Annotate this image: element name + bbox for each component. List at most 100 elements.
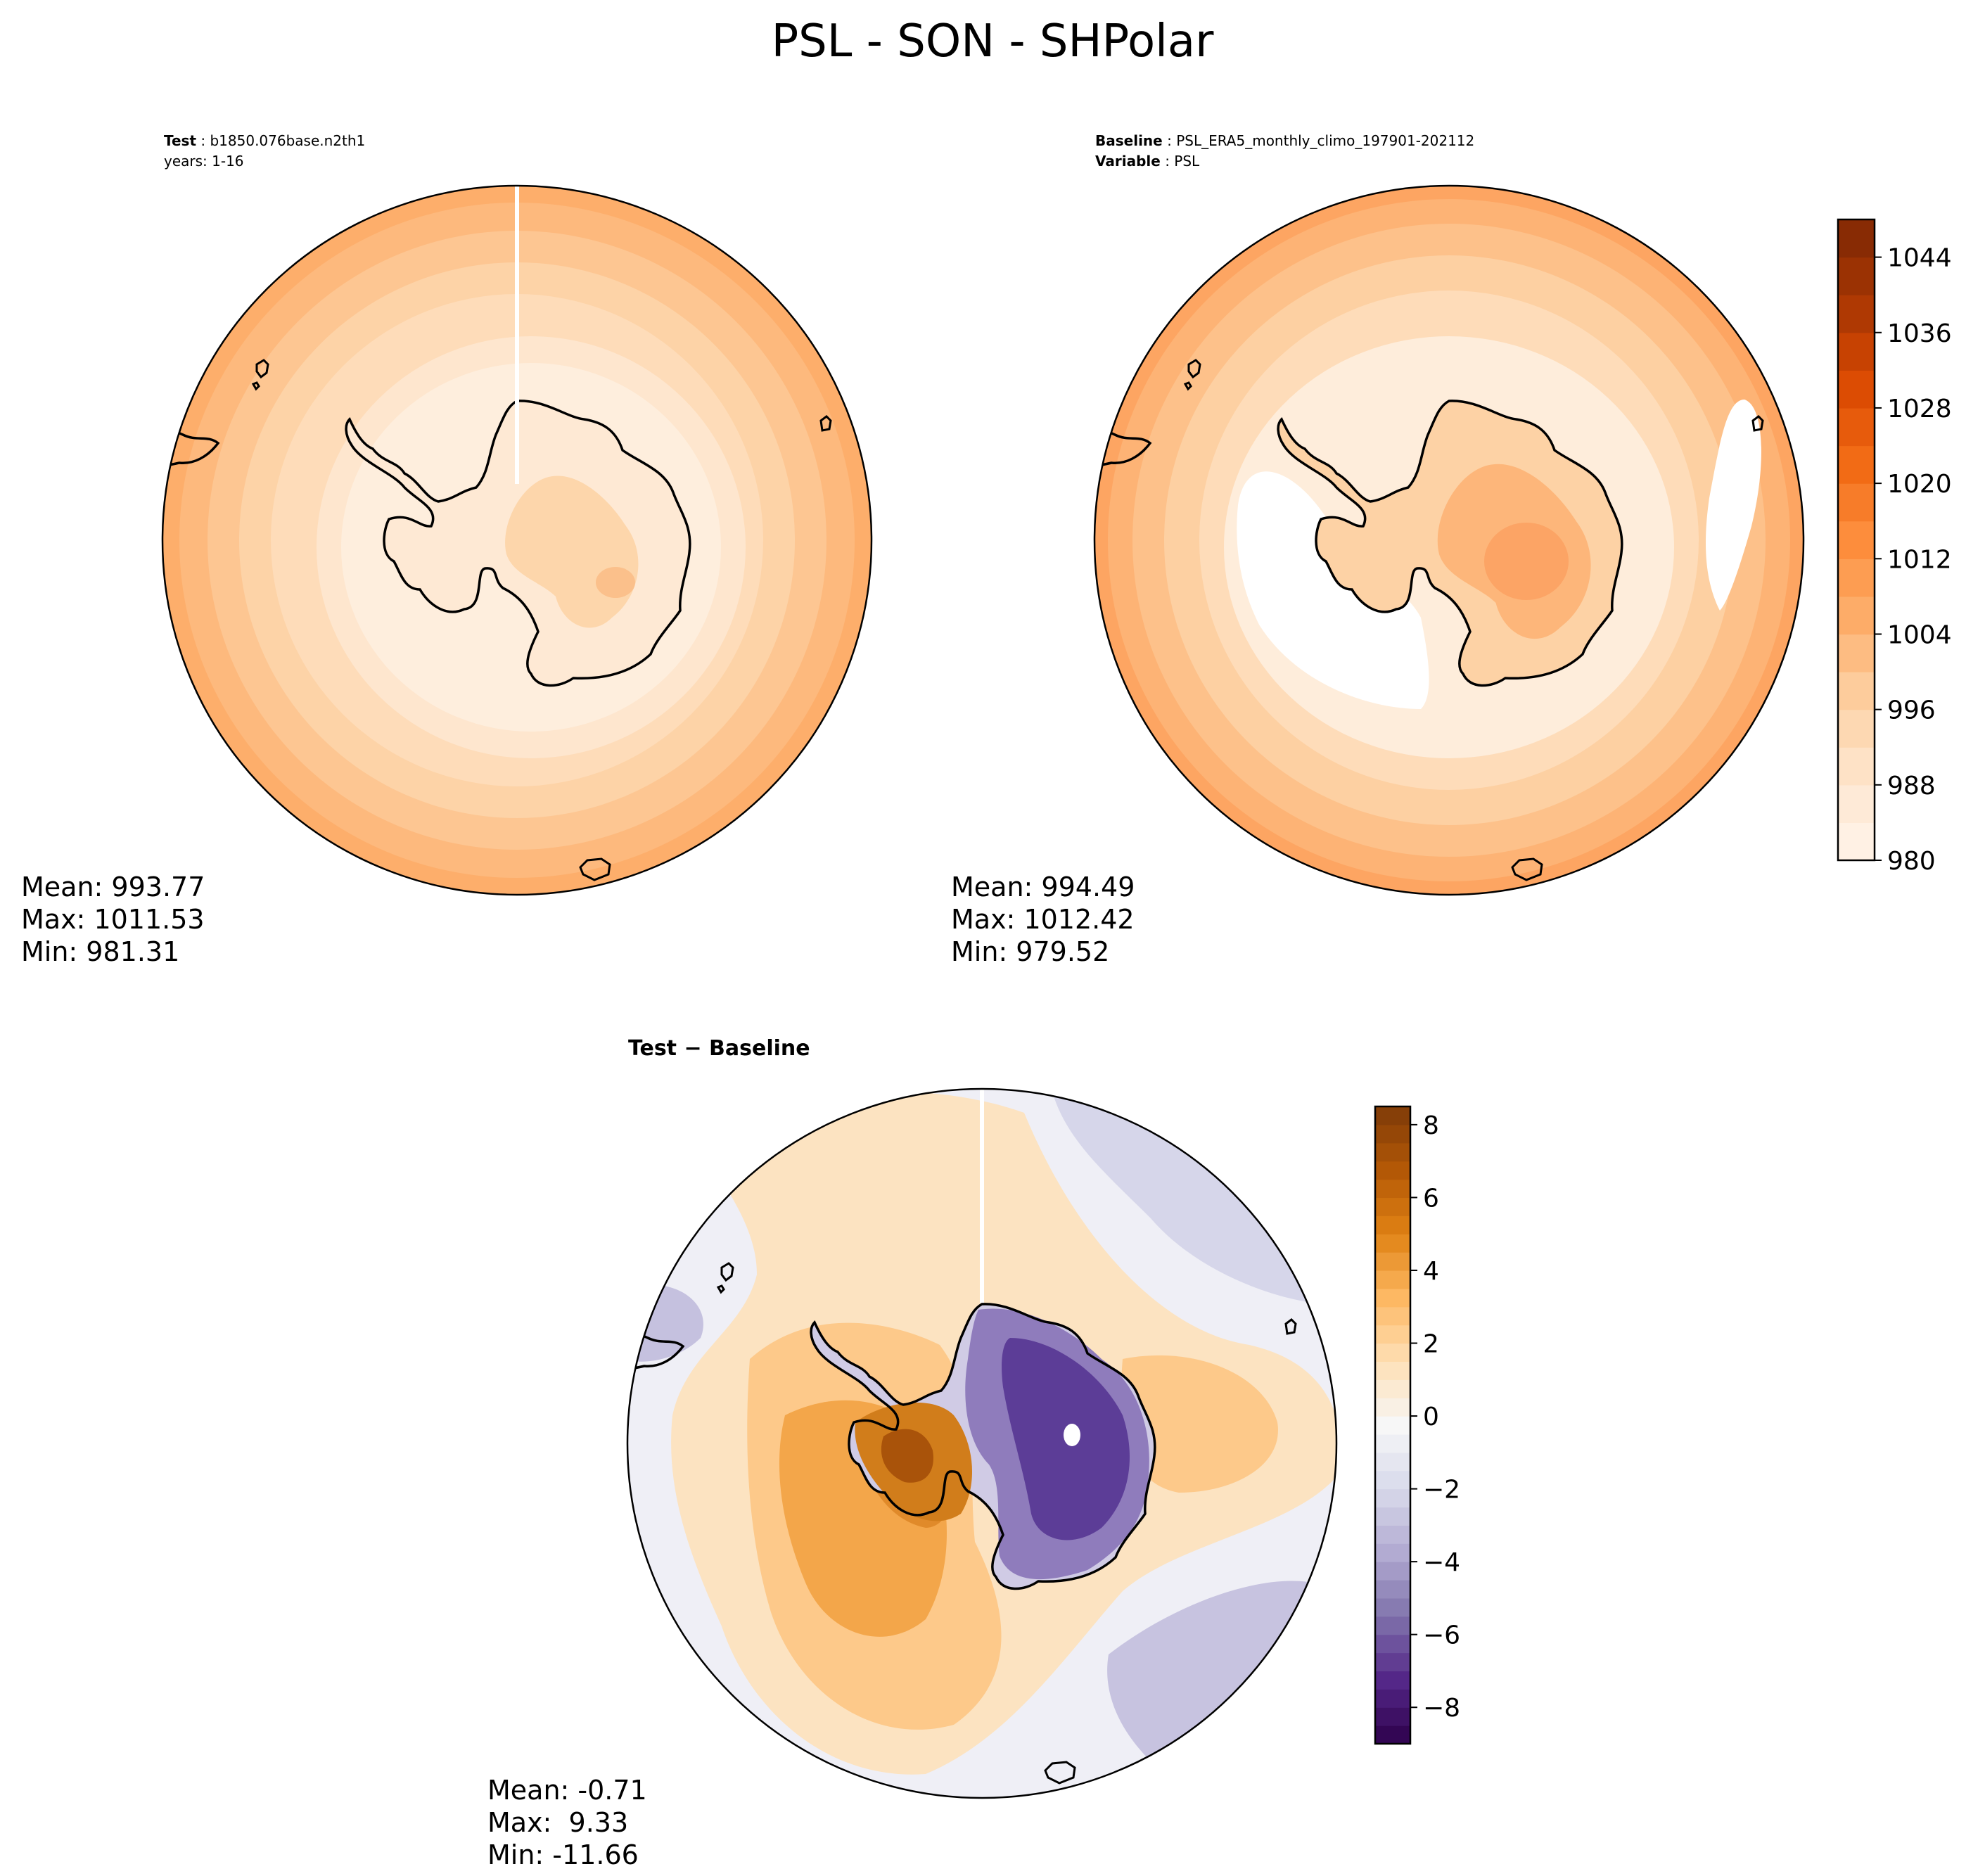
diff-colorbar-level-5 (1375, 1634, 1410, 1654)
diff-colorbar-level-10 (1375, 1543, 1410, 1562)
baseline-variable-value: PSL (1174, 153, 1200, 170)
diff-colorbar-level-28 (1375, 1215, 1410, 1234)
diff-colorbar-level-27 (1375, 1234, 1410, 1253)
diff-colorbar-tick-label: −8 (1423, 1694, 1460, 1723)
test-header-label: Test (164, 132, 196, 149)
baseline-variable-label: Variable (1095, 153, 1161, 170)
psl-colorbar-level-1 (1838, 784, 1875, 824)
psl-colorbar-frame (1837, 218, 1876, 862)
panel-baseline: Baseline : PSL_ERA5_monthly_climo_197901… (951, 132, 1805, 967)
psl-colorbar-level-6 (1838, 596, 1875, 635)
diff-colorbar-tick-label: 8 (1423, 1111, 1439, 1140)
diff-negative-northeast (1052, 1092, 1313, 1303)
diff-colorbar-level-11 (1375, 1525, 1410, 1544)
diff-colorbar-frame (1374, 1105, 1412, 1745)
test-header-years: years: 1-16 (164, 153, 244, 170)
test-header-case: b1850.076base.n2th1 (210, 132, 365, 149)
psl-colorbar-level-16 (1838, 219, 1875, 258)
psl-colorbar-tick-label: 1004 (1887, 620, 1952, 649)
diff-colorbar-level-16 (1375, 1434, 1410, 1453)
baseline-header-label: Baseline (1095, 132, 1163, 149)
diff-colorbar-level-18 (1375, 1398, 1410, 1417)
diff-colorbar: −8 −6 −4 −2 0 2 4 6 8 (1374, 1105, 1460, 1745)
test-antarctic-peak (596, 567, 635, 598)
psl-colorbar-tick-label: 1036 (1887, 319, 1952, 348)
baseline-variable-separator: : (1161, 153, 1174, 170)
diff-colorbar-level-19 (1375, 1379, 1410, 1398)
psl-colorbar-fill (1838, 219, 1875, 861)
diff-stat-mean: Mean: -0.71 (487, 1775, 647, 1806)
diff-colorbar-level-20 (1375, 1361, 1410, 1380)
baseline-header-separator: : (1163, 132, 1176, 149)
diff-colorbar-tick-label: −6 (1423, 1621, 1460, 1650)
psl-colorbar-tick-label: 988 (1887, 772, 1936, 800)
diff-colorbar-tick-label: −2 (1423, 1476, 1460, 1505)
diff-colorbar-level-34 (1375, 1106, 1410, 1125)
psl-colorbar-level-13 (1838, 332, 1875, 371)
psl-colorbar-level-8 (1838, 521, 1875, 559)
diff-positive-east (1121, 1355, 1278, 1493)
test-stat-mean: Mean: 993.77 (21, 872, 205, 902)
baseline-header-line-2: Variable : PSL (1095, 153, 1200, 170)
psl-colorbar-level-15 (1838, 257, 1875, 295)
diff-colorbar-level-29 (1375, 1197, 1410, 1216)
diff-colorbar-level-3 (1375, 1671, 1410, 1690)
baseline-low-pocket-west (1237, 471, 1429, 710)
diff-map (627, 1089, 1336, 1798)
baseline-low-pocket-east (1706, 400, 1761, 611)
baseline-antarctic-peak (1484, 523, 1569, 600)
baseline-stat-min: Min: 979.52 (951, 936, 1109, 967)
diff-colorbar-tick-label: 2 (1423, 1330, 1439, 1359)
diff-negative-southeast (1107, 1581, 1320, 1774)
diff-colorbar-level-7 (1375, 1597, 1410, 1617)
diff-colorbar-level-23 (1375, 1306, 1410, 1326)
diff-colorbar-level-17 (1375, 1416, 1410, 1435)
diff-colorbar-level-8 (1375, 1580, 1410, 1599)
psl-colorbar-tick-label: 1020 (1887, 470, 1952, 499)
diff-colorbar-level-26 (1375, 1252, 1410, 1271)
psl-colorbar-level-4 (1838, 672, 1875, 710)
psl-colorbar-level-9 (1838, 483, 1875, 522)
psl-colorbar-level-12 (1838, 370, 1875, 409)
diff-colorbar-level-22 (1375, 1325, 1410, 1344)
diff-west-antarctic-high (881, 1429, 933, 1483)
psl-colorbar-tick-label: 1028 (1887, 395, 1952, 423)
baseline-map-border (1093, 184, 1805, 896)
baseline-stat-max: Max: 1012.42 (951, 904, 1135, 935)
test-header-separator: : (196, 132, 210, 149)
diff-colorbar-level-33 (1375, 1124, 1410, 1144)
psl-colorbar: 980 988 996 1004 1012 1020 1028 1036 1044 (1837, 218, 1952, 876)
panel-difference: Test − Baseline (487, 1036, 1338, 1870)
test-map-border (161, 184, 873, 896)
diff-colorbar-level-12 (1375, 1507, 1410, 1526)
test-map (162, 186, 872, 895)
psl-colorbar-ticks: 980 988 996 1004 1012 1020 1028 1036 1044 (1875, 244, 1952, 876)
test-stat-max: Max: 1011.53 (21, 904, 205, 935)
psl-colorbar-level-7 (1838, 559, 1875, 597)
test-stat-min: Min: 981.31 (21, 936, 179, 967)
diff-colorbar-level-13 (1375, 1488, 1410, 1508)
diff-colorbar-level-2 (1375, 1689, 1410, 1708)
psl-colorbar-level-3 (1838, 709, 1875, 748)
psl-colorbar-tick-label: 980 (1887, 847, 1936, 876)
diff-colorbar-tick-label: 6 (1423, 1184, 1439, 1213)
diff-colorbar-level-21 (1375, 1343, 1410, 1362)
diff-colorbar-level-4 (1375, 1652, 1410, 1672)
diff-colorbar-level-14 (1375, 1470, 1410, 1490)
diff-colorbar-tick-label: 4 (1423, 1257, 1439, 1286)
psl-colorbar-level-11 (1838, 407, 1875, 447)
figure-title: PSL - SON - SHPolar (772, 15, 1215, 68)
diff-colorbar-fill (1375, 1106, 1410, 1744)
baseline-stat-mean: Mean: 994.49 (951, 872, 1135, 902)
panel-test: Test : b1850.076base.n2th1 years: 1-16 (21, 132, 873, 967)
baseline-map (1094, 186, 1804, 895)
diff-colorbar-level-24 (1375, 1288, 1410, 1308)
baseline-header-line-1: Baseline : PSL_ERA5_monthly_climo_197901… (1095, 132, 1474, 149)
diff-colorbar-tick-label: −4 (1423, 1548, 1460, 1577)
psl-colorbar-tick-label: 1012 (1887, 545, 1952, 574)
psl-colorbar-level-5 (1838, 634, 1875, 672)
diff-colorbar-level-9 (1375, 1562, 1410, 1581)
diff-stat-min: Min: -11.66 (487, 1839, 639, 1870)
diff-colorbar-level-31 (1375, 1161, 1410, 1180)
